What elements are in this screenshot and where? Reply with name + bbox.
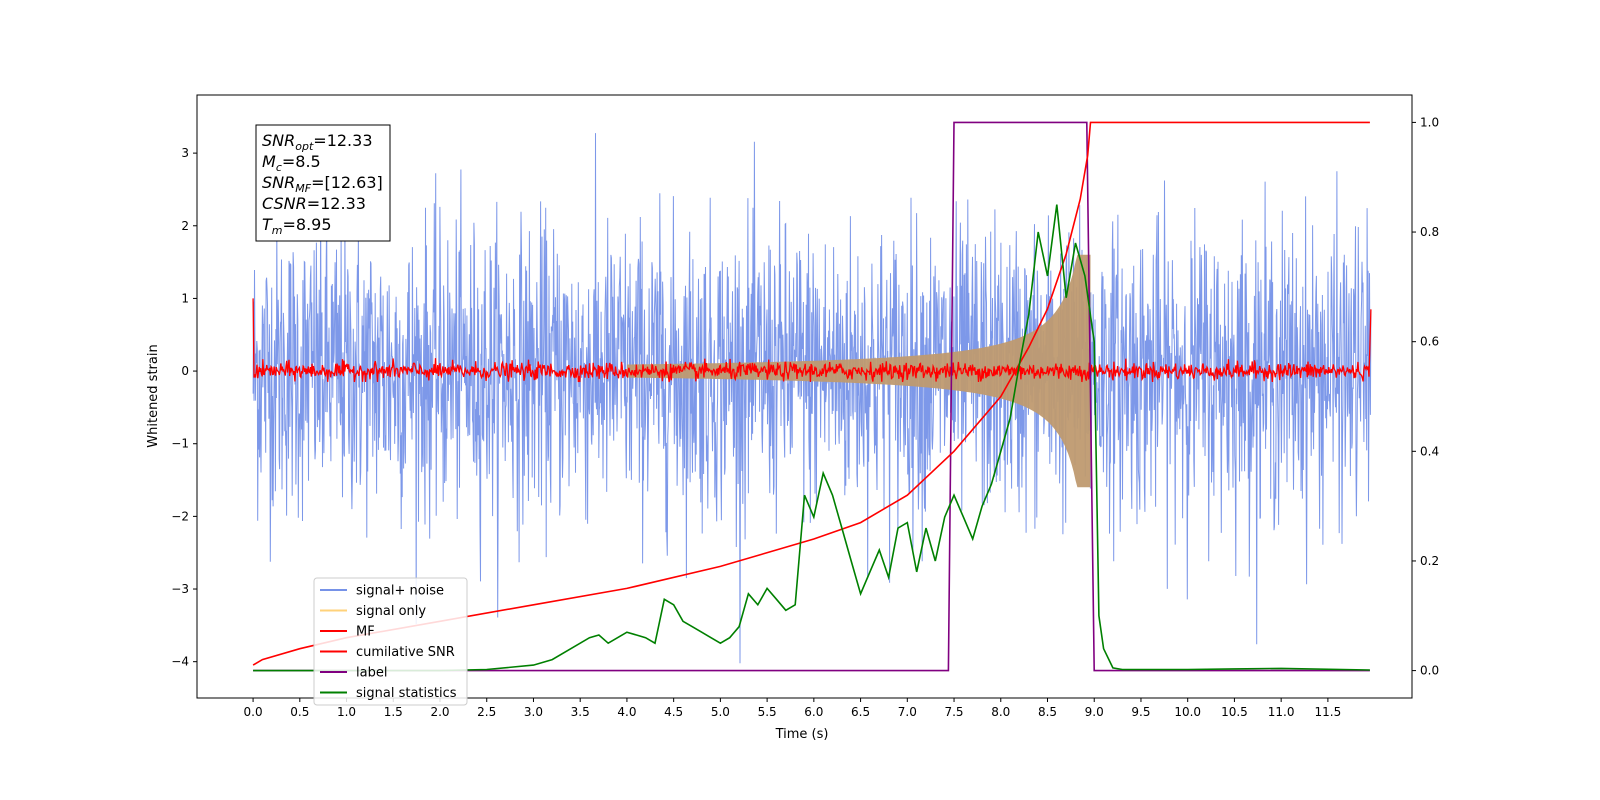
x-tick-label: 4.5 bbox=[664, 705, 683, 719]
x-tick-label: 11.5 bbox=[1315, 705, 1342, 719]
y-left-tick-label: 0 bbox=[181, 364, 189, 378]
x-tick-label: 8.5 bbox=[1038, 705, 1057, 719]
y-right-tick-label: 1.0 bbox=[1420, 115, 1439, 129]
legend-label: signal only bbox=[356, 604, 426, 619]
x-tick-label: 9.5 bbox=[1131, 705, 1150, 719]
annotation-symbol: SNR bbox=[262, 131, 295, 150]
axes-frame bbox=[196, 94, 1413, 699]
x-tick-label: 2.5 bbox=[477, 705, 496, 719]
x-tick-label: 0.0 bbox=[244, 705, 263, 719]
x-tick-label: 3.5 bbox=[571, 705, 590, 719]
annotation-line: Tm=8.95 bbox=[262, 215, 332, 237]
y-right-tick-label: 0.8 bbox=[1420, 225, 1439, 239]
x-tick-label: 1.0 bbox=[337, 705, 356, 719]
y-axis-label: Whitened strain bbox=[146, 344, 161, 447]
x-tick-label: 6.5 bbox=[851, 705, 870, 719]
x-tick-label: 5.0 bbox=[711, 705, 730, 719]
annotation-value: =12.33 bbox=[307, 194, 366, 213]
y-right-tick-label: 0.4 bbox=[1420, 444, 1439, 458]
x-tick-label: 11.0 bbox=[1268, 705, 1295, 719]
y-left-tick-label: 3 bbox=[181, 146, 189, 160]
y-right-tick-label: 0.6 bbox=[1420, 335, 1439, 349]
annotation-line: CSNR=12.33 bbox=[262, 194, 366, 213]
annotation-symbol: M bbox=[262, 152, 276, 171]
series-label-line bbox=[253, 121, 1370, 672]
y-left-tick-label: −3 bbox=[171, 582, 189, 596]
y-right-tick-label: 0.2 bbox=[1420, 554, 1439, 568]
annotation-subscript: opt bbox=[295, 140, 314, 153]
annotation-value: =8.95 bbox=[283, 215, 332, 234]
y-left-tick-label: −4 bbox=[171, 655, 189, 669]
y-right-tick-label: 0.0 bbox=[1420, 664, 1439, 678]
x-tick-label: 7.0 bbox=[898, 705, 917, 719]
x-tick-label: 2.0 bbox=[430, 705, 449, 719]
annotation-frame bbox=[255, 124, 391, 242]
annotation-subscript: c bbox=[276, 161, 282, 174]
annotation-symbol: CSNR bbox=[262, 194, 307, 213]
series-signal-statistics-line bbox=[253, 204, 1370, 672]
x-tick-label: 7.5 bbox=[944, 705, 963, 719]
legend-label: MF bbox=[356, 625, 375, 640]
legend-frame bbox=[313, 577, 468, 706]
x-tick-label: 5.5 bbox=[758, 705, 777, 719]
legend-label: label bbox=[356, 666, 387, 681]
annotation-box: SNRopt=12.33Mc=8.5SNRMF=[12.63]CSNR=12.3… bbox=[255, 124, 391, 242]
x-tick-label: 4.0 bbox=[617, 705, 636, 719]
annotation-symbol: SNR bbox=[262, 173, 295, 192]
x-tick-label: 1.5 bbox=[384, 705, 403, 719]
legend-label: signal+ noise bbox=[356, 584, 444, 599]
legend: signal+ noise signal only MF cumilative SNR… bbox=[313, 577, 468, 706]
mf-series bbox=[252, 298, 1372, 383]
annotation-value: =[12.63] bbox=[311, 173, 383, 192]
y-left-tick-label: 2 bbox=[181, 219, 189, 233]
y-left-tick-label: 1 bbox=[181, 291, 189, 305]
y-axis-left: 3 2 1 0 −1 −2 −3 −4 bbox=[171, 146, 197, 669]
x-axis-label: Time (s) bbox=[775, 727, 829, 742]
x-tick-label: 10.0 bbox=[1174, 705, 1201, 719]
x-tick-label: 10.5 bbox=[1221, 705, 1248, 719]
x-tick-label: 9.0 bbox=[1085, 705, 1104, 719]
x-tick-label: 6.0 bbox=[804, 705, 823, 719]
mf-line bbox=[252, 298, 1372, 383]
x-axis: 0.0 0.5 1.0 1.5 2.0 2.5 3.0 3.5 4.0 4.5 5.0 5.5 6.0 6… bbox=[244, 698, 1342, 719]
legend-label: cumilative SNR bbox=[356, 645, 455, 660]
annotation-subscript: m bbox=[272, 224, 283, 237]
annotation-line: SNRopt=12.33 bbox=[262, 131, 373, 153]
legend-label: signal statistics bbox=[356, 686, 457, 701]
x-tick-label: 8.0 bbox=[991, 705, 1010, 719]
x-tick-label: 0.5 bbox=[290, 705, 309, 719]
annotation-symbol: T bbox=[262, 215, 273, 234]
y-left-tick-label: −2 bbox=[171, 509, 189, 523]
annotation-line: SNRMF=[12.63] bbox=[262, 173, 383, 195]
annotation-value: =12.33 bbox=[313, 131, 372, 150]
annotation-value: =8.5 bbox=[282, 152, 321, 171]
y-left-tick-label: −1 bbox=[171, 437, 189, 451]
x-tick-label: 3.0 bbox=[524, 705, 543, 719]
annotation-subscript: MF bbox=[295, 182, 311, 195]
annotation-line: Mc=8.5 bbox=[262, 152, 321, 174]
y-axis-right: 1.0 0.8 0.6 0.4 0.2 0.0 bbox=[1412, 115, 1439, 678]
